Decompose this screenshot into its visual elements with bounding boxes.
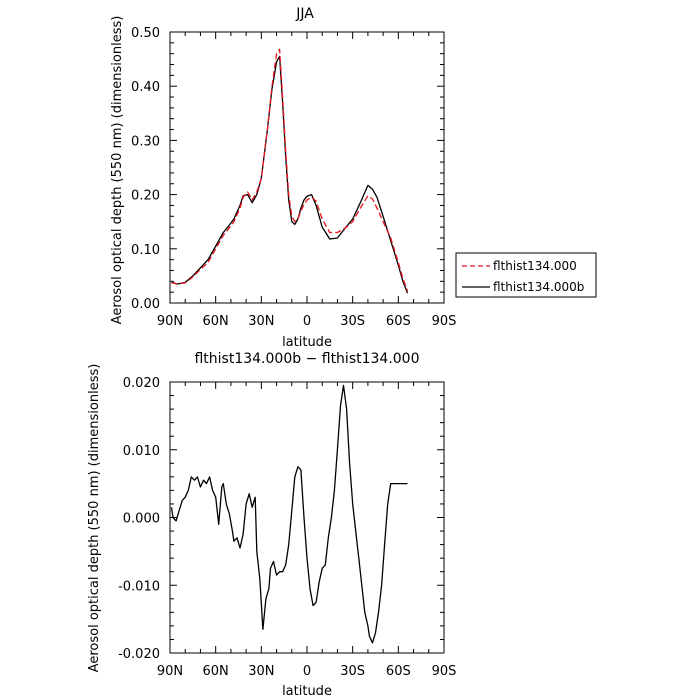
bottom-panel: flthist134.000b − flthist134.000 90N 60N 3… [87, 351, 456, 699]
bottom-plot-frame [169, 381, 445, 654]
top-series-group [171, 48, 409, 294]
bottom-y-tick-label: -0.010 [118, 579, 160, 594]
bottom-x-ticks: 90N 60N 30N 0 30S 60S 90S [157, 382, 457, 679]
bottom-series-line-1 [170, 384, 408, 644]
bottom-y-tick-label: 0.000 [123, 512, 160, 527]
top-x-axis-title: latitude [282, 335, 332, 350]
top-plot-frame [169, 31, 445, 304]
bottom-series-group [170, 384, 408, 644]
bottom-x-tick-label: 0 [303, 664, 311, 679]
top-x-tick-label: 0 [303, 314, 311, 329]
top-x-tick-label: 60N [203, 314, 229, 329]
top-series-line-2 [171, 55, 409, 294]
bottom-x-tick-label: 30S [340, 664, 365, 679]
top-y-tick-label: 0.10 [131, 243, 160, 258]
legend: flthist134.000 flthist134.000b [455, 252, 597, 298]
top-y-tick-label: 0.50 [131, 26, 160, 41]
top-y-ticks: 0.00 0.10 0.20 0.30 0.40 0.50 [131, 26, 444, 312]
top-y-axis-title: Aerosol optical depth (550 nm) (dimensio… [110, 16, 125, 325]
legend-box [455, 252, 597, 298]
bottom-x-tick-label: 90N [157, 664, 183, 679]
bottom-x-tick-label: 30N [248, 664, 274, 679]
top-series-line-1 [171, 48, 409, 292]
top-y-tick-label: 0.20 [131, 189, 160, 204]
top-y-tick-label: 0.00 [131, 297, 160, 312]
top-x-tick-label: 60S [386, 314, 411, 329]
bottom-y-axis-title: Aerosol optical depth (550 nm) (dimensio… [87, 364, 102, 673]
bottom-y-ticks: -0.020 -0.010 0.000 0.010 0.020 [118, 376, 444, 662]
bottom-x-tick-label: 90S [432, 664, 457, 679]
bottom-x-axis-title: latitude [282, 684, 332, 699]
top-y-tick-label: 0.40 [131, 80, 160, 95]
legend-label-series-1: flthist134.000 [493, 259, 577, 273]
legend-label-series-2: flthist134.000b [493, 280, 584, 294]
bottom-y-tick-label: 0.020 [123, 376, 160, 391]
top-x-ticks: 90N 60N 30N 0 30S 60S 90S [157, 32, 457, 329]
bottom-y-tick-label: 0.010 [123, 444, 160, 459]
top-chart-title: JJA [295, 6, 314, 22]
top-panel: JJA 90N 60N 30N 0 30S 60S 90S 0.00 0.10 0.20 0.30… [110, 6, 456, 350]
bottom-chart-title: flthist134.000b − flthist134.000 [194, 351, 419, 367]
top-x-tick-label: 90N [157, 314, 183, 329]
bottom-y-tick-label: -0.020 [118, 647, 160, 662]
top-y-tick-label: 0.30 [131, 134, 160, 149]
bottom-x-tick-label: 60S [386, 664, 411, 679]
top-x-tick-label: 30S [340, 314, 365, 329]
top-x-tick-label: 30N [248, 314, 274, 329]
bottom-x-tick-label: 60N [203, 664, 229, 679]
top-x-tick-label: 90S [432, 314, 457, 329]
